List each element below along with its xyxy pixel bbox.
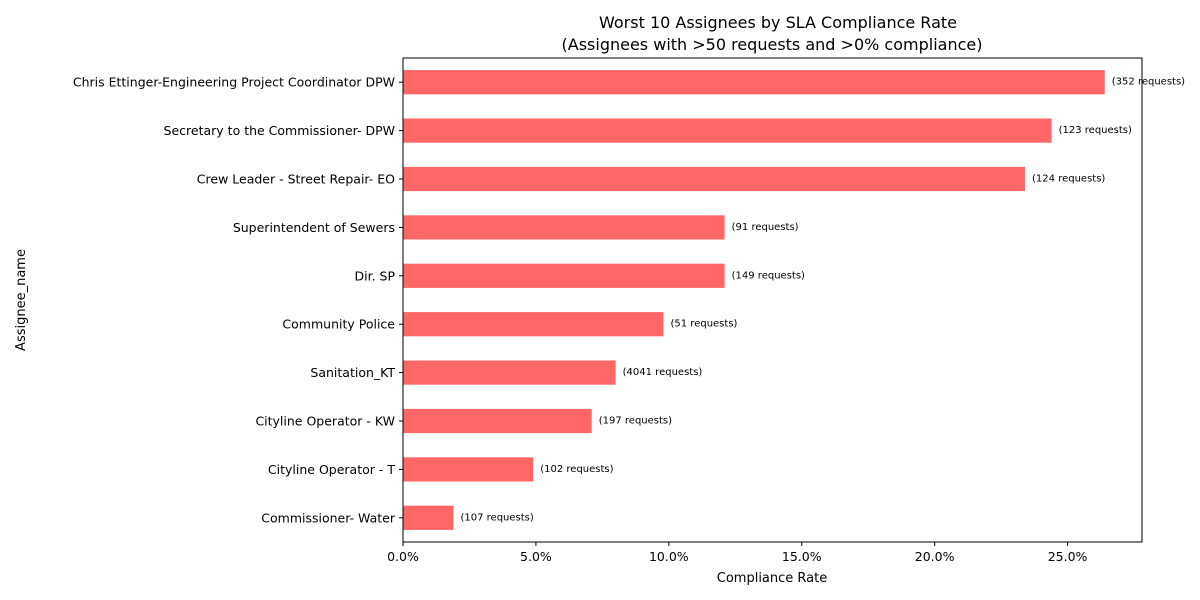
bar-data-label: (107 requests) xyxy=(461,512,534,523)
y-tick-label: Secretary to the Commissioner- DPW xyxy=(164,123,395,138)
bar-data-label: (149 requests) xyxy=(732,270,805,281)
x-tick-label: 10.0% xyxy=(649,549,689,564)
bar-data-label: (197 requests) xyxy=(599,416,672,427)
x-tick-label: 5.0% xyxy=(520,549,552,564)
y-tick-label: Cityline Operator - T xyxy=(268,462,395,477)
bar xyxy=(403,360,616,385)
bar xyxy=(403,312,664,337)
y-tick-labels: Chris Ettinger-Engineering Project Coord… xyxy=(73,75,403,525)
bar-data-label: (124 requests) xyxy=(1032,174,1105,185)
y-tick-label: Dir. SP xyxy=(354,268,395,283)
y-axis-label: Assignee_name xyxy=(14,249,29,351)
bar xyxy=(403,457,534,482)
bar xyxy=(403,215,725,240)
x-tick-label: 15.0% xyxy=(782,549,822,564)
x-axis-label: Compliance Rate xyxy=(717,571,827,586)
x-tick-label: 0.0% xyxy=(387,549,419,564)
x-ticks: 0.0% 5.0% 10.0% 15.0% 20.0% 25.0% xyxy=(387,542,1088,564)
bar-data-label: (51 requests) xyxy=(671,319,738,330)
bar-data-label: (4041 requests) xyxy=(623,367,703,378)
bar xyxy=(403,408,592,434)
bars-group xyxy=(403,70,1105,530)
axes-frame xyxy=(402,57,1143,543)
y-tick-label: Cityline Operator - KW xyxy=(255,414,395,429)
chart-subtitle: (Assignees with >50 requests and >0% com… xyxy=(562,35,983,54)
bar-data-label: (352 requests) xyxy=(1112,77,1185,88)
y-tick-label: Crew Leader - Street Repair- EO xyxy=(197,172,395,187)
bar xyxy=(403,166,1026,192)
chart-title: Worst 10 Assignees by SLA Compliance Rat… xyxy=(599,13,957,32)
y-tick-label: Commissioner- Water xyxy=(261,510,396,525)
y-tick-label: Sanitation_KT xyxy=(310,365,395,380)
x-tick-label: 25.0% xyxy=(1048,549,1088,564)
bar-data-label: (123 requests) xyxy=(1059,125,1132,136)
bar xyxy=(403,263,725,288)
y-tick-label: Chris Ettinger-Engineering Project Coord… xyxy=(73,75,395,90)
x-tick-label: 20.0% xyxy=(915,549,955,564)
bar xyxy=(403,70,1105,95)
bar-data-label: (91 requests) xyxy=(732,222,799,233)
bar-labels: (352 requests) (123 requests) (124 request… xyxy=(461,77,1186,524)
y-tick-label: Community Police xyxy=(282,317,395,332)
y-tick-label: Superintendent of Sewers xyxy=(233,220,395,235)
bar xyxy=(403,505,454,530)
bar-data-label: (102 requests) xyxy=(540,464,613,475)
bar xyxy=(403,118,1052,143)
